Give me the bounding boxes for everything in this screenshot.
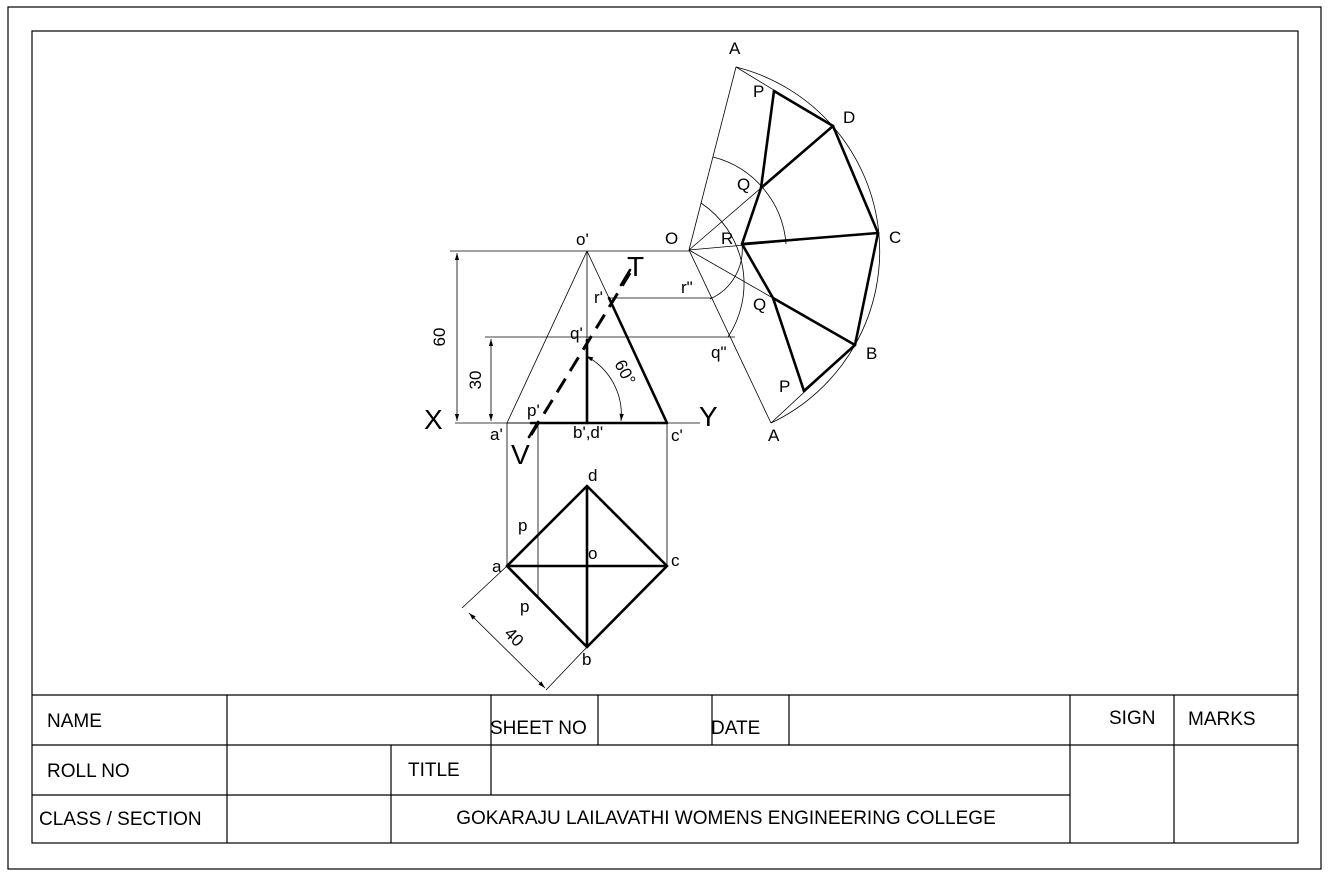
- name-label: NAME: [47, 711, 102, 732]
- label-dev-A-bottom: A: [768, 426, 780, 445]
- date-label: DATE: [711, 718, 760, 739]
- arc-radius-q-upper: [712, 156, 787, 245]
- sign-label: SIGN: [1109, 708, 1155, 729]
- label-plan-c: c: [671, 551, 680, 570]
- label-c-prime: c': [671, 426, 683, 445]
- arc-radius-q: [700, 202, 745, 338]
- label-o-prime: o': [576, 230, 589, 249]
- development-edge-qc: [759, 124, 835, 190]
- label-a-prime: a': [490, 425, 503, 444]
- arc-radius-r: [709, 243, 743, 300]
- label-dev-R: R: [721, 229, 733, 248]
- drawing-labels: o' O T r' r" q' q" p' a' b',d' c' X Y V …: [424, 39, 901, 669]
- cutting-plane-end-v: [527, 420, 540, 439]
- label-plan-d: d: [588, 466, 597, 485]
- class-section-label: CLASS / SECTION: [39, 809, 202, 830]
- label-dim-40: 40: [500, 624, 527, 651]
- label-dim-60: 60: [430, 328, 449, 347]
- label-dev-Q-top: Q: [737, 175, 750, 194]
- outer-border: [7, 6, 1322, 870]
- label-dev-P-top: P: [753, 82, 764, 101]
- label-V: V: [511, 439, 530, 470]
- label-angle-60: 60°: [610, 357, 639, 389]
- label-plan-p-bottom: p: [520, 597, 529, 616]
- label-O: O: [665, 229, 678, 248]
- front-view: [450, 250, 735, 439]
- cutting-plane-dashed: [529, 272, 632, 436]
- sheet-no-label: SHEET NO: [490, 718, 587, 739]
- generator-a-top: [688, 66, 737, 251]
- label-plan-p-top: p: [518, 516, 527, 535]
- college-name: GOKARAJU LAILAVATHI WOMENS ENGINEERING C…: [456, 808, 996, 829]
- angle-60-arc: [585, 355, 624, 422]
- title-block: NAME SHEET NO DATE SIGN MARKS ROLL NO TI…: [32, 694, 1298, 843]
- label-q-prime: q': [570, 324, 583, 343]
- label-dev-P-bottom: P: [779, 377, 790, 396]
- front-view-edge-right-upper: [586, 250, 610, 299]
- label-X: X: [424, 404, 443, 435]
- development: [688, 66, 881, 424]
- label-dev-C: C: [889, 228, 901, 247]
- label-dev-D: D: [843, 108, 855, 127]
- label-plan-b: b: [582, 650, 591, 669]
- label-T: T: [627, 251, 644, 282]
- development-chords: [735, 66, 879, 424]
- label-dim-30: 30: [466, 371, 485, 390]
- label-dev-A-top: A: [729, 39, 741, 58]
- roll-no-label: ROLL NO: [47, 761, 130, 782]
- label-bd-prime: b',d': [573, 423, 603, 442]
- label-plan-o: o: [588, 544, 597, 563]
- label-Y: Y: [699, 401, 718, 432]
- dimension-40-ext-right: [545, 646, 588, 691]
- label-dev-Q-bottom: Q: [753, 295, 766, 314]
- generator-a-bottom: [688, 249, 772, 424]
- development-outer-arc: [735, 66, 881, 424]
- top-view: [461, 423, 669, 691]
- label-plan-a: a: [492, 557, 502, 576]
- label-q-double-prime: q": [711, 343, 727, 362]
- inner-border: [31, 30, 1299, 844]
- label-r-double-prime: r": [681, 278, 693, 297]
- label-p-prime: p': [527, 401, 540, 420]
- label-r-prime: r': [594, 288, 603, 307]
- dimension-40-ext-left: [461, 565, 508, 609]
- cutting-plane-end-t: [619, 268, 632, 287]
- marks-label: MARKS: [1188, 709, 1256, 730]
- dimension-40-line: [468, 612, 546, 689]
- title-label: TITLE: [408, 760, 460, 781]
- label-dev-B: B: [866, 344, 877, 363]
- development-cut-lower: [771, 296, 806, 393]
- development-edge-rc: [740, 231, 880, 246]
